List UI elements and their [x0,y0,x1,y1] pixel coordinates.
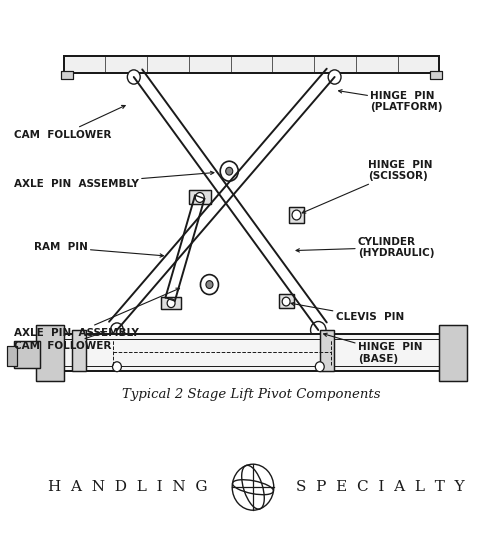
Bar [63,56,440,73]
Text: CAM  FOLLOWER: CAM FOLLOWER [14,106,125,140]
Circle shape [328,70,341,84]
Bar [320,330,333,371]
Bar [72,330,87,371]
Bar [279,295,294,308]
Text: AXLE  PIN  ASSEMBLY: AXLE PIN ASSEMBLY [14,171,214,189]
Bar [189,190,211,204]
Text: CAM  FOLLOWER: CAM FOLLOWER [14,331,112,351]
Bar [430,71,442,79]
Bar [63,56,440,73]
Bar [161,297,181,309]
Circle shape [310,321,326,339]
Circle shape [220,161,238,181]
Text: HINGE  PIN
(PLATFORM): HINGE PIN (PLATFORM) [339,90,443,112]
Circle shape [195,192,204,202]
Bar [440,325,467,381]
Bar [14,341,40,369]
Circle shape [282,297,290,306]
Bar [279,295,294,308]
Text: H  A  N  D  L  I  N  G: H A N D L I N G [48,480,208,494]
Bar [430,71,442,79]
Circle shape [201,275,218,295]
Bar [320,330,333,371]
Bar [36,325,63,381]
Text: RAM  PIN: RAM PIN [34,242,163,257]
Bar [161,297,181,309]
Bar [7,346,17,366]
Text: Typical 2 Stage Lift Pivot Components: Typical 2 Stage Lift Pivot Components [122,388,381,401]
Bar [49,334,454,371]
Circle shape [113,362,121,371]
Text: CLEVIS  PIN: CLEVIS PIN [291,302,404,322]
Bar [61,71,73,79]
Bar [72,330,87,371]
Bar [7,346,17,366]
Circle shape [111,323,123,337]
Circle shape [226,167,233,175]
Text: S  P  E  C  I  A  L  T  Y: S P E C I A L T Y [296,480,464,494]
Bar [440,325,467,381]
Bar [289,207,304,223]
Text: HINGE  PIN
(SCISSOR): HINGE PIN (SCISSOR) [302,160,432,213]
Bar [36,325,63,381]
Circle shape [167,299,175,307]
Circle shape [315,362,324,371]
Bar [189,190,211,204]
Bar [289,207,304,223]
Circle shape [127,70,140,84]
Circle shape [206,281,213,289]
Bar [56,339,447,366]
Text: AXLE  PIN  ASSEMBLY: AXLE PIN ASSEMBLY [14,288,180,337]
Circle shape [232,464,274,510]
Text: CYLINDER
(HYDRAULIC): CYLINDER (HYDRAULIC) [296,236,435,258]
Bar [49,334,454,371]
Circle shape [292,210,301,220]
Bar [61,71,73,79]
Bar [14,341,40,369]
Text: HINGE  PIN
(BASE): HINGE PIN (BASE) [323,333,423,364]
